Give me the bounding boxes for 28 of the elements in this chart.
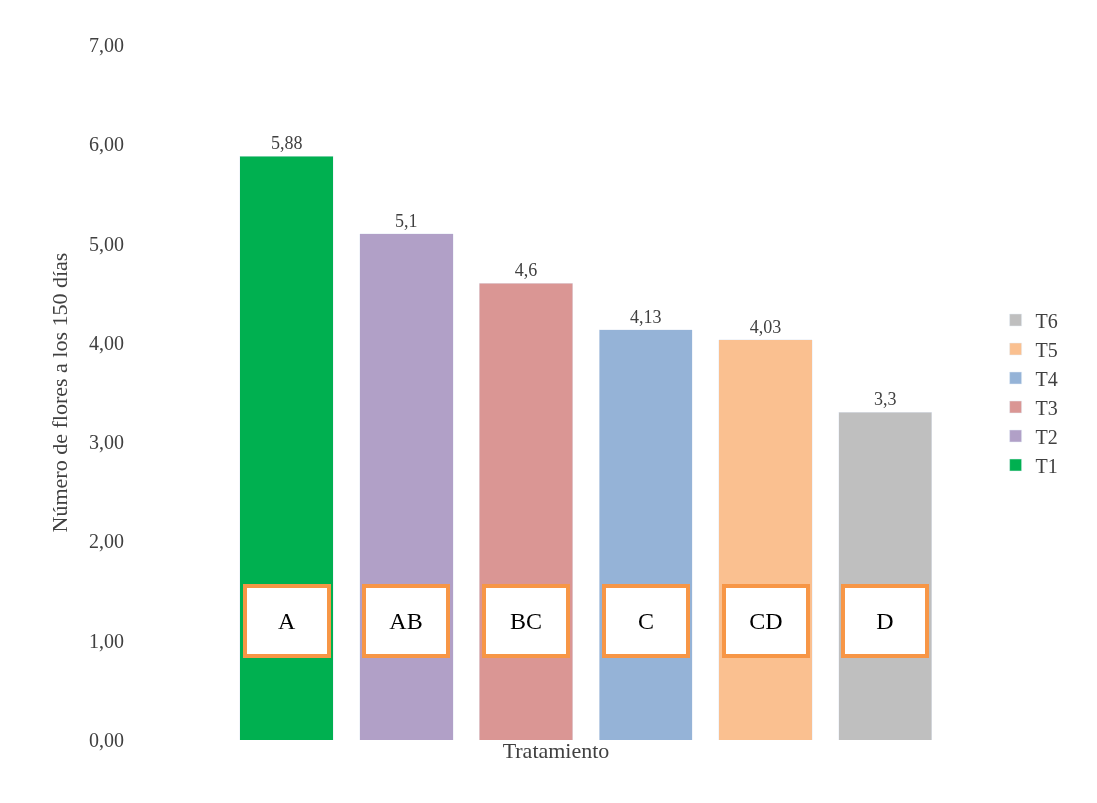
y-tick-label: 7,00 <box>89 34 124 56</box>
y-tick-label: 1,00 <box>89 629 124 652</box>
legend-label: T3 <box>1035 396 1058 419</box>
data-label: 4,13 <box>630 306 662 327</box>
y-tick-label: 0,00 <box>89 729 124 751</box>
y-tick-label: 2,00 <box>89 530 124 553</box>
annotation: CD <box>749 608 783 634</box>
annotation: C <box>637 608 655 634</box>
annotation: A <box>278 608 296 634</box>
legend-label: T1 <box>1035 454 1058 477</box>
annotation: BC <box>509 608 543 634</box>
legend-label: T4 <box>1035 367 1058 390</box>
legend-label: T6 <box>1035 309 1058 332</box>
y-axis-title: Número de flores a los 150 días <box>46 252 72 533</box>
annotation: AB <box>389 608 423 634</box>
y-tick-label: 4,00 <box>89 331 124 354</box>
legend-label: T2 <box>1035 425 1058 448</box>
y-tick-label: 6,00 <box>89 133 124 156</box>
data-label: 4,03 <box>749 316 782 337</box>
x-axis-title: Tratamiento <box>502 737 610 763</box>
data-label: 5,88 <box>270 133 303 154</box>
data-label: 4,6 <box>514 260 538 281</box>
y-tick-label: 3,00 <box>89 431 124 454</box>
legend-label: T5 <box>1035 338 1058 361</box>
data-label: 3,3 <box>873 389 897 410</box>
annotation: D <box>876 608 894 634</box>
data-label: 5,1 <box>395 210 418 231</box>
y-tick-label: 5,00 <box>89 232 124 255</box>
